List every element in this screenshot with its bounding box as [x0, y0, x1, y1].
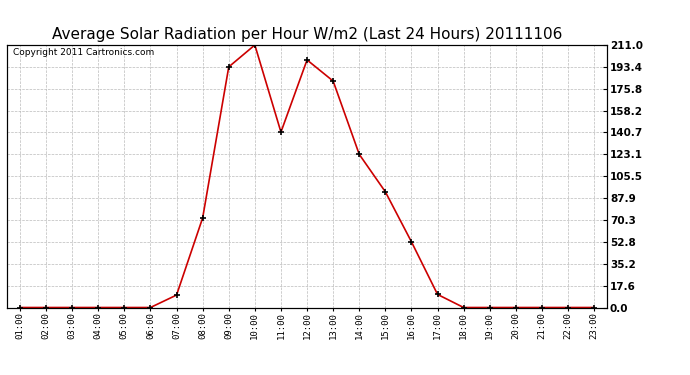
Title: Average Solar Radiation per Hour W/m2 (Last 24 Hours) 20111106: Average Solar Radiation per Hour W/m2 (L… — [52, 27, 562, 42]
Text: Copyright 2011 Cartronics.com: Copyright 2011 Cartronics.com — [13, 48, 154, 57]
